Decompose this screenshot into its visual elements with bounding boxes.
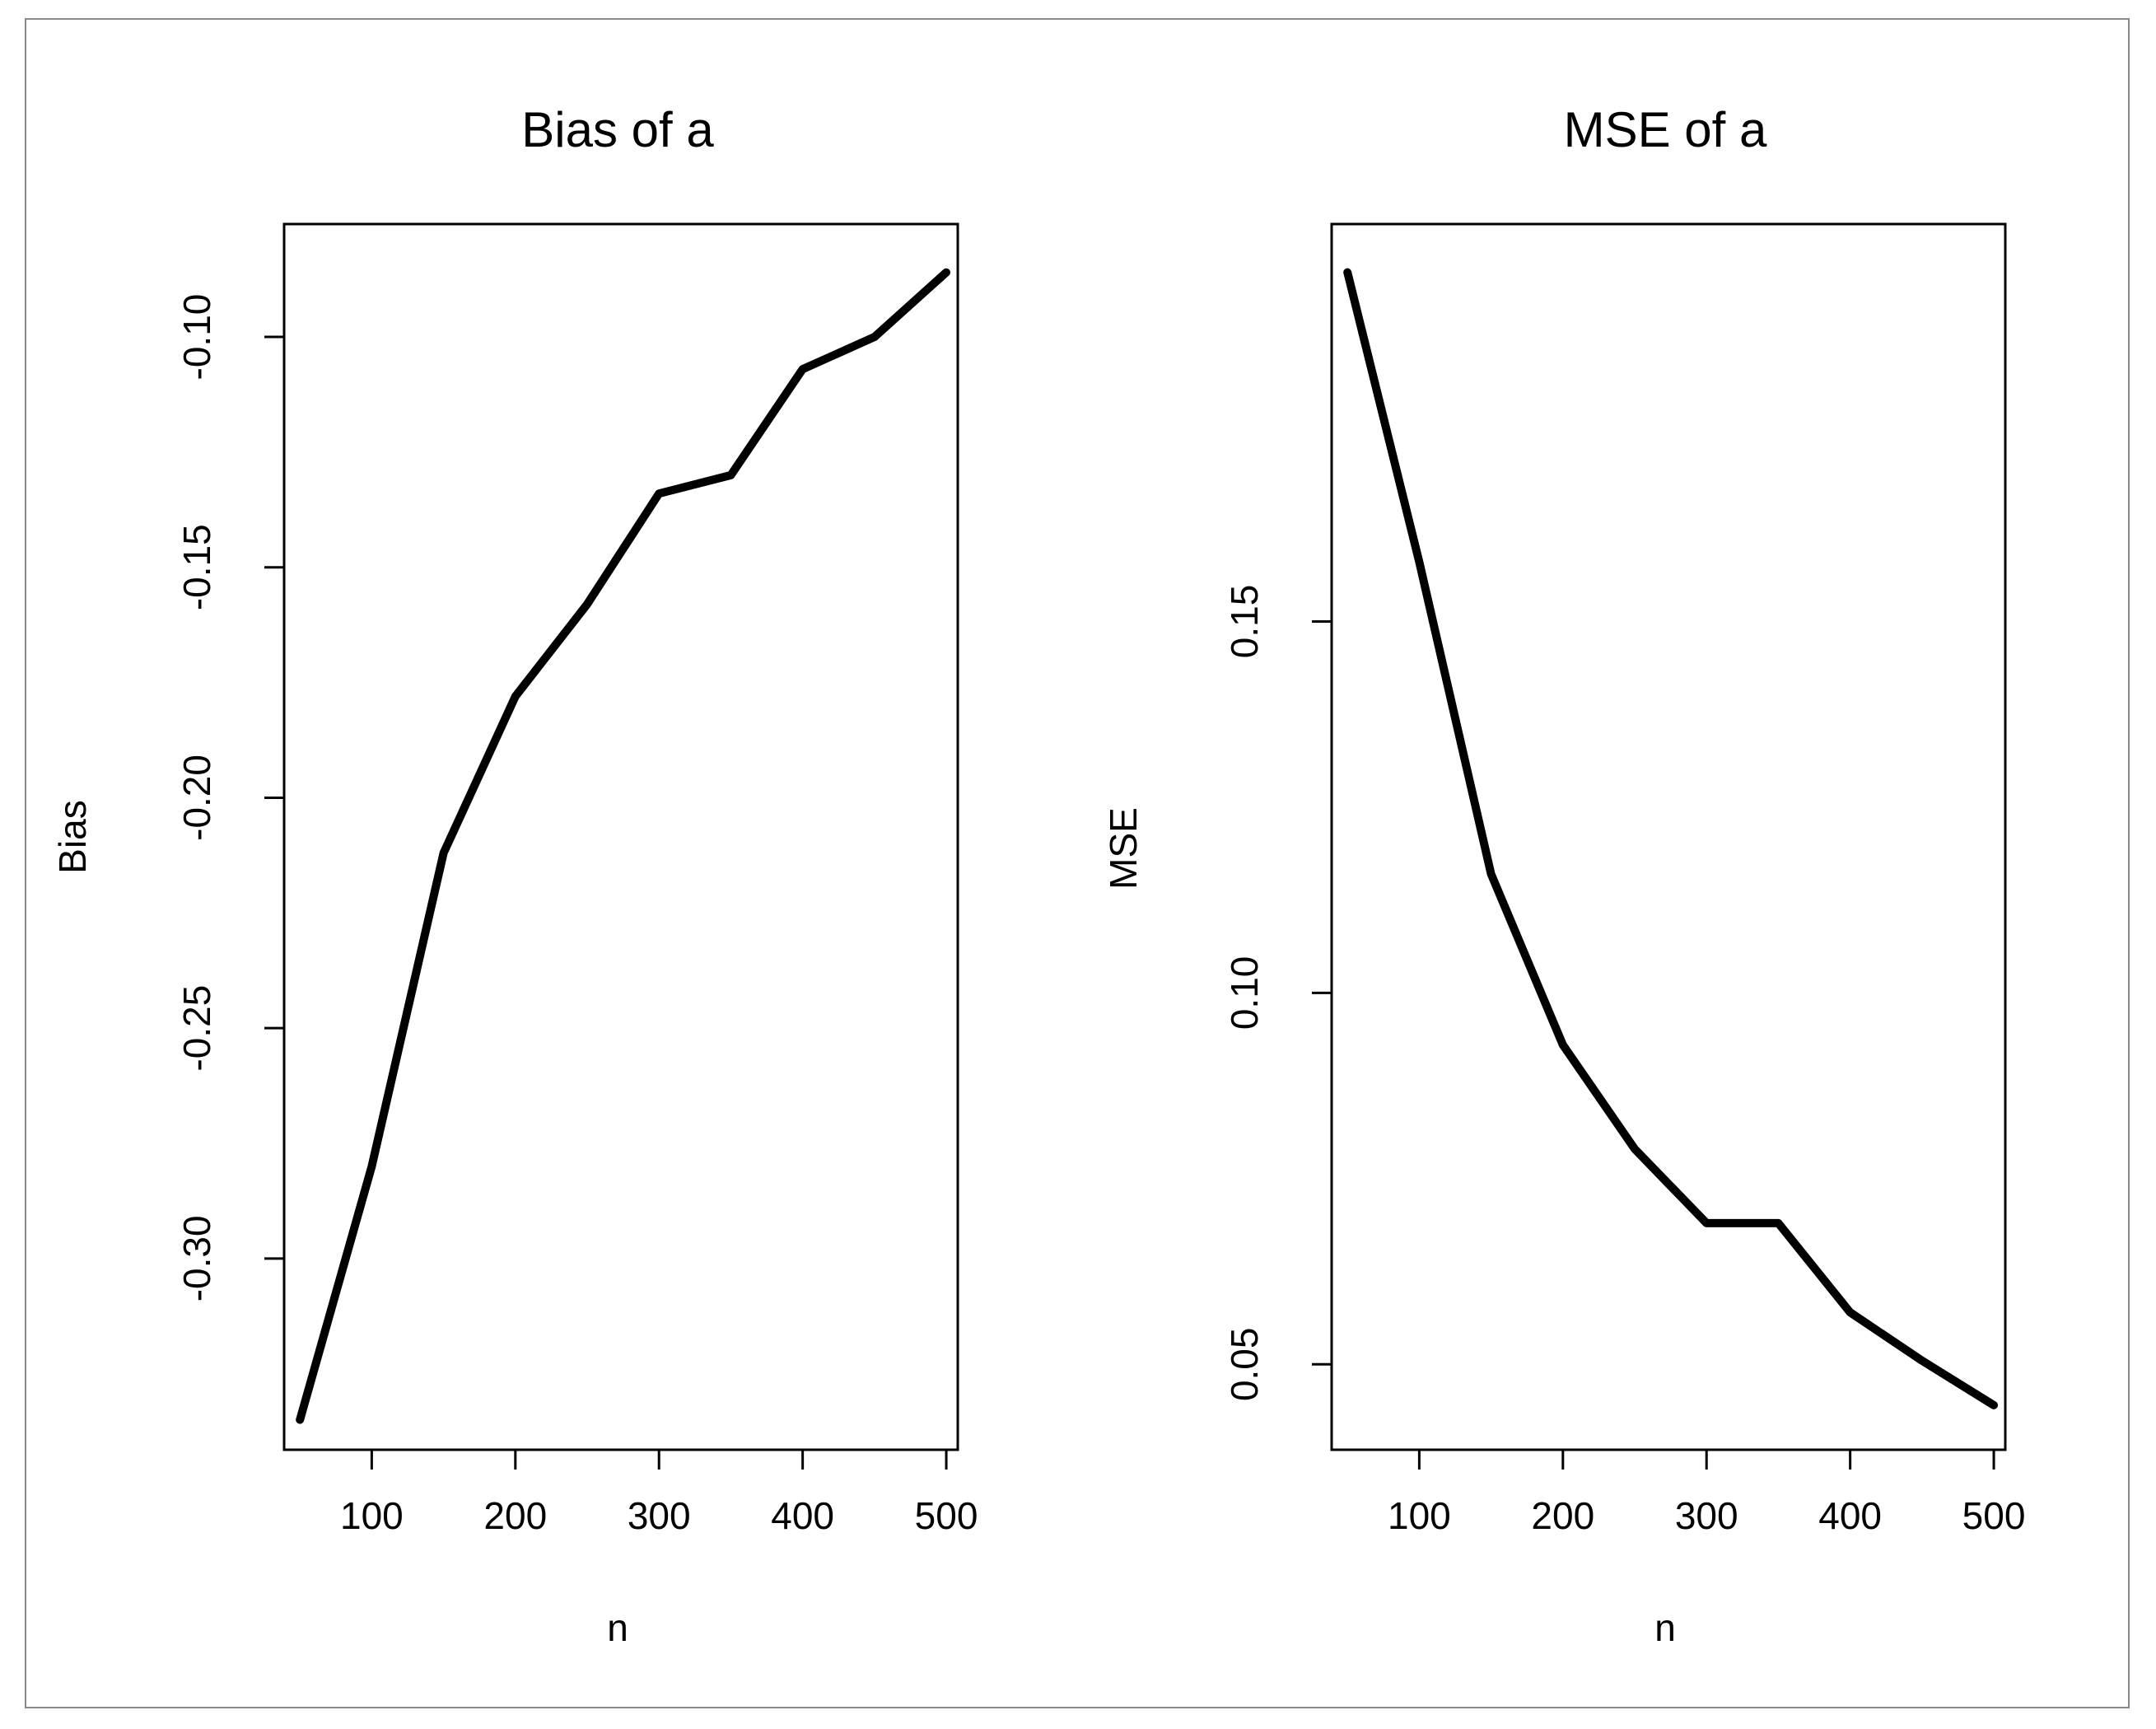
mse-y-tick-label: 0.10 [1223, 956, 1266, 1030]
mse-plot-box [1330, 222, 2007, 1451]
bias-ylabel: Bias [51, 800, 94, 873]
mse-y-ticks: 0.05 0.10 0.15 [1223, 585, 1332, 1401]
bias-y-ticks: -0.30 -0.25 -0.20 -0.15 -0.10 [175, 294, 284, 1301]
bias-y-tick-label: -0.30 [175, 1215, 218, 1301]
mse-xlabel: n [1654, 1606, 1676, 1649]
bias-x-tick-label: 500 [915, 1494, 978, 1537]
figure-frame [25, 18, 2130, 1708]
bias-y-tick-label: -0.10 [175, 294, 218, 381]
mse-x-tick-label: 200 [1531, 1494, 1594, 1537]
mse-title: MSE of a [1564, 102, 1767, 157]
mse-ylabel: MSE [1102, 807, 1145, 890]
bias-x-tick-label: 100 [340, 1494, 404, 1537]
mse-series-line [1343, 268, 1998, 1409]
mse-y-tick-label: 0.05 [1223, 1328, 1266, 1402]
bias-plot-box [282, 222, 959, 1451]
mse-x-tick-label: 300 [1675, 1494, 1738, 1537]
mse-x-tick-label: 500 [1962, 1494, 2026, 1537]
bias-y-tick-label: -0.20 [175, 755, 218, 841]
mse-x-tick-label: 400 [1818, 1494, 1882, 1537]
bias-x-tick-label: 200 [483, 1494, 547, 1537]
bias-xlabel: n [607, 1606, 628, 1649]
mse-x-ticks: 100 200 300 400 500 [1388, 1450, 2025, 1537]
mse-y-tick-label: 0.15 [1223, 585, 1266, 659]
mse-panel: MSE of a n MSE 100 200 300 400 500 0.050.100… [1102, 102, 2025, 1649]
bias-y-tick-label: -0.25 [175, 985, 218, 1072]
bias-x-tick-label: 300 [628, 1494, 691, 1537]
bias-x-ticks: 100 200 300 400 500 [340, 1450, 978, 1537]
bias-y-tick-label: -0.15 [175, 524, 218, 610]
bias-title: Bias of a [521, 102, 714, 157]
bias-panel: Bias of a n Bias 100 200 300 400 500 -0.30-0… [51, 102, 978, 1649]
bias-x-tick-label: 400 [771, 1494, 834, 1537]
mse-x-tick-label: 100 [1388, 1494, 1451, 1537]
bias-series-line [296, 268, 950, 1424]
